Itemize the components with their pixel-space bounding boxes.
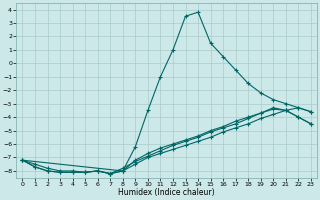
X-axis label: Humidex (Indice chaleur): Humidex (Indice chaleur) xyxy=(118,188,215,197)
